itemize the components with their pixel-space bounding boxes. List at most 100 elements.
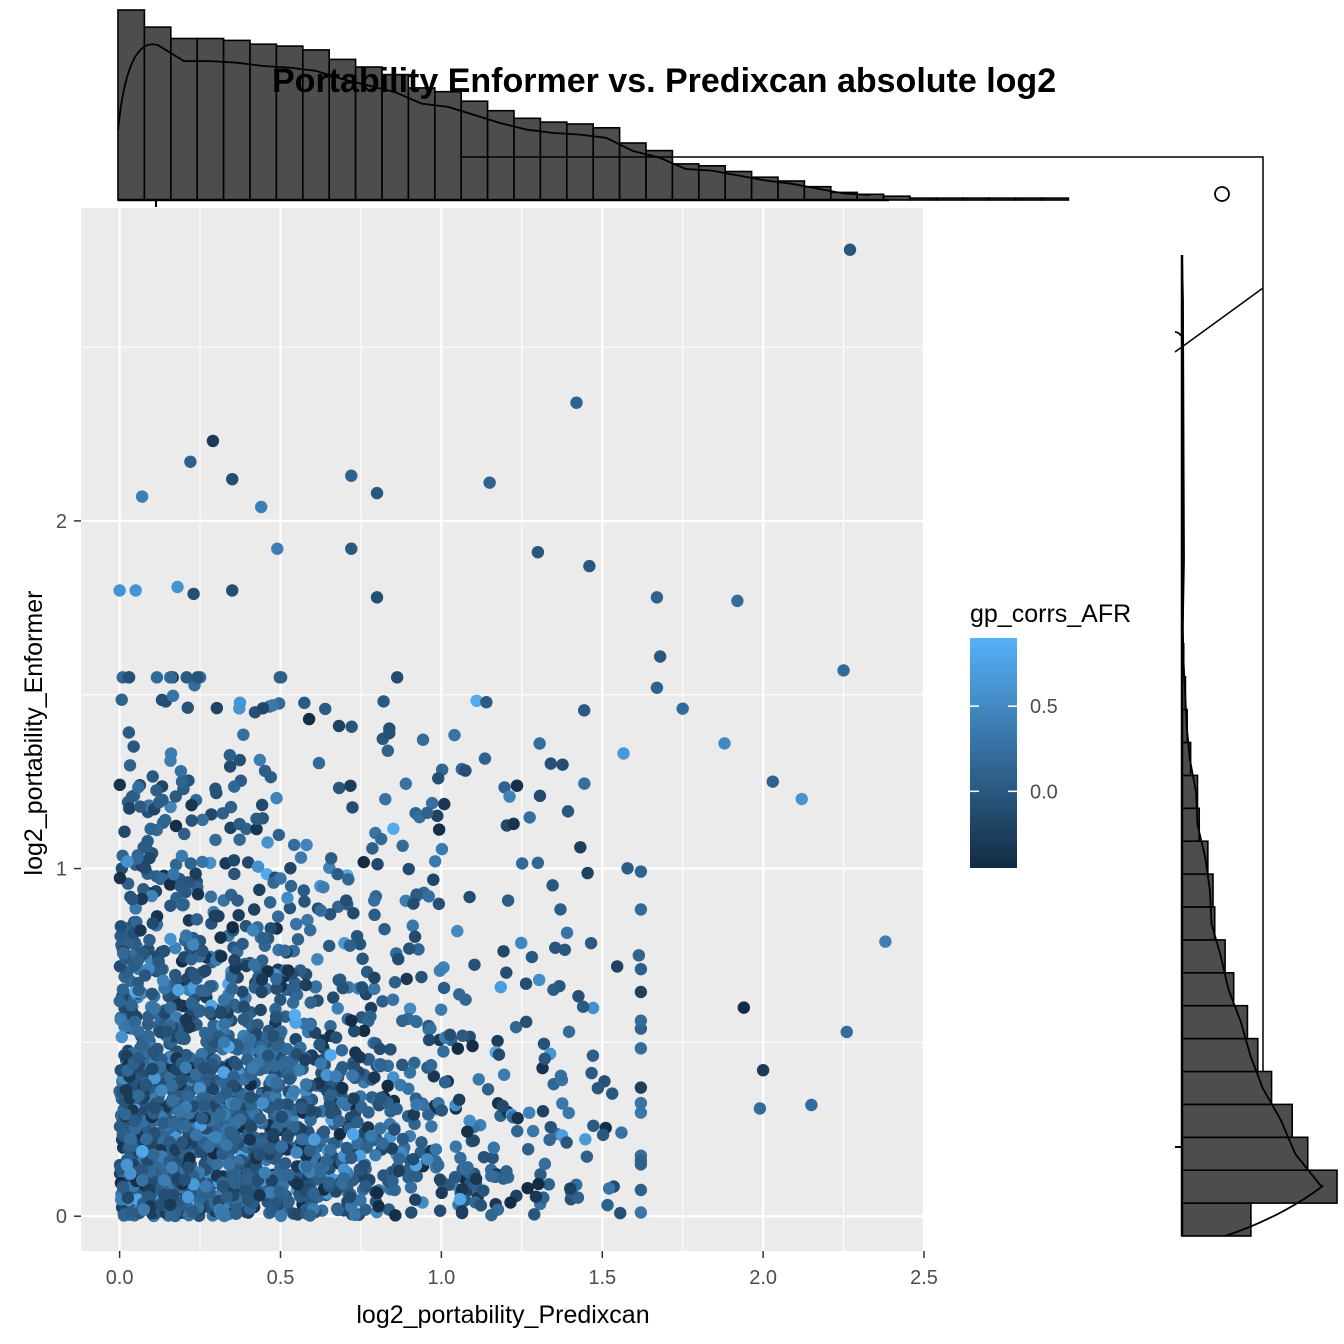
data-point: [181, 1190, 195, 1204]
data-point: [344, 779, 357, 792]
data-point: [407, 1108, 421, 1121]
data-point: [281, 1098, 295, 1111]
data-point: [190, 913, 204, 926]
data-point: [264, 922, 277, 935]
data-point: [167, 868, 180, 881]
data-point: [132, 780, 145, 794]
data-point: [509, 1020, 523, 1034]
data-point: [425, 1120, 438, 1133]
data-point: [379, 792, 392, 806]
data-point: [272, 828, 286, 842]
data-point: [353, 1051, 366, 1064]
data-point: [220, 1086, 233, 1100]
data-point: [307, 1187, 320, 1200]
data-point: [477, 1150, 491, 1164]
data-point: [731, 594, 744, 608]
data-point: [314, 904, 328, 917]
legend-colorbar: [970, 638, 1017, 868]
data-point: [152, 955, 165, 968]
top-hist-bar: [170, 37, 199, 201]
top-hist-bar: [196, 37, 225, 201]
data-point: [185, 798, 198, 812]
data-point: [113, 778, 126, 792]
data-point: [547, 983, 560, 996]
right-hist-bar: [1181, 840, 1209, 875]
data-point: [519, 977, 533, 990]
data-point: [374, 1091, 388, 1105]
data-point: [586, 1001, 600, 1015]
data-point: [179, 1013, 192, 1027]
data-point: [156, 974, 170, 987]
data-point: [324, 1143, 337, 1156]
data-point: [634, 903, 648, 916]
data-point: [304, 996, 317, 1009]
data-point: [220, 1190, 233, 1204]
data-point: [511, 1112, 524, 1125]
data-point: [368, 894, 381, 907]
data-point: [579, 1133, 592, 1146]
data-point: [536, 1061, 549, 1075]
data-point: [480, 696, 493, 709]
data-point: [239, 1173, 252, 1186]
data-point: [562, 1106, 575, 1120]
data-point: [237, 728, 250, 741]
data-point: [650, 591, 664, 604]
data-point: [360, 1141, 373, 1154]
data-point: [229, 1207, 243, 1220]
data-point: [507, 817, 520, 831]
data-point: [292, 1064, 306, 1077]
x-axis-ticks: 0.0 0.5 1.0 1.5 2.0 2.5: [106, 1251, 938, 1289]
data-point: [146, 1062, 159, 1076]
data-point: [364, 1010, 377, 1023]
data-point: [268, 1059, 281, 1073]
data-point: [185, 996, 198, 1010]
top-hist-bar: [539, 121, 568, 201]
data-point: [253, 1189, 266, 1202]
data-point: [576, 1000, 590, 1013]
data-point: [529, 1190, 543, 1203]
data-point: [145, 889, 158, 903]
data-point: [195, 984, 208, 997]
data-point: [222, 1158, 236, 1171]
data-point: [132, 983, 146, 997]
data-point: [114, 920, 128, 933]
data-point: [378, 922, 391, 936]
data-point: [196, 813, 209, 827]
data-point: [135, 892, 149, 906]
data-point: [528, 1208, 541, 1221]
data-point: [532, 1177, 545, 1191]
data-point: [408, 1056, 421, 1070]
data-point: [650, 681, 664, 694]
data-point: [437, 981, 451, 995]
data-point: [282, 1195, 295, 1208]
data-point: [299, 978, 313, 992]
data-point: [408, 930, 422, 943]
data-point: [454, 1151, 467, 1165]
data-point: [837, 664, 850, 677]
data-point: [214, 1108, 227, 1121]
data-point: [345, 720, 358, 733]
data-point: [282, 1168, 295, 1182]
data-point: [369, 1149, 382, 1162]
data-point: [560, 1136, 573, 1149]
data-point: [392, 1152, 406, 1165]
data-point: [558, 943, 571, 956]
data-point: [273, 1185, 286, 1198]
data-point: [270, 982, 283, 995]
data-point: [258, 764, 272, 778]
data-point: [193, 1005, 206, 1018]
data-point: [164, 1208, 178, 1222]
data-point: [455, 1206, 469, 1220]
top-hist-bar: [935, 197, 964, 201]
data-point: [840, 1025, 853, 1039]
data-point: [243, 1133, 256, 1146]
data-point: [370, 486, 384, 500]
data-point: [178, 1173, 191, 1187]
data-point: [355, 981, 369, 994]
data-point: [336, 981, 350, 995]
data-point: [271, 1038, 284, 1052]
data-point: [126, 892, 139, 906]
data-point: [269, 1010, 283, 1024]
data-point: [138, 969, 152, 982]
